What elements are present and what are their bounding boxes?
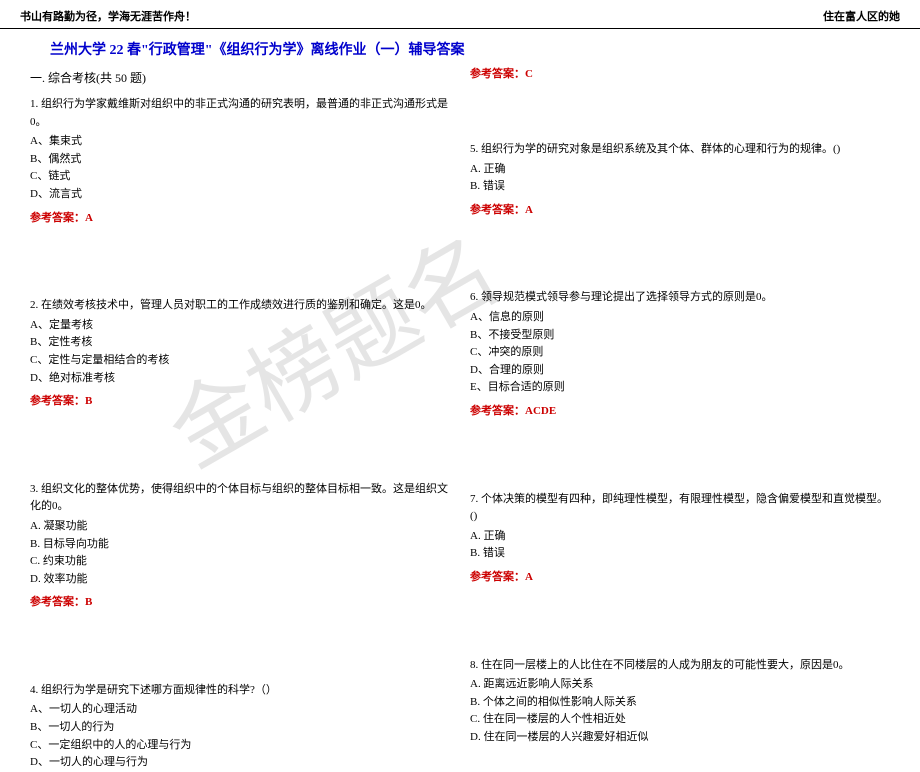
q1-opt-d: D、流言式	[30, 186, 450, 204]
q7-opt-a: A. 正确	[470, 528, 890, 546]
q8-opt-b: B. 个体之间的相似性影响人际关系	[470, 694, 890, 712]
question-2: 2. 在绩效考核技术中，管理人员对职工的工作成绩效进行质的鉴别和确定。这是0。 …	[30, 297, 450, 411]
q7-text: 7. 个体决策的模型有四种，即纯理性模型，有限理性模型，隐含偏爱模型和直觉模型。…	[470, 491, 890, 526]
q3-opt-c: C. 约束功能	[30, 553, 450, 571]
q7-answer: 参考答案：A	[470, 569, 890, 587]
question-6: 6. 领导规范模式领导参与理论提出了选择领导方式的原则是0。 A、信息的原则 B…	[470, 289, 890, 420]
question-1: 1. 组织行为学家戴维斯对组织中的非正式沟通的研究表明，最普通的非正式沟通形式是…	[30, 96, 450, 227]
q8-opt-a: A. 距离远近影响人际关系	[470, 676, 890, 694]
q4-opt-a: A、一切人的心理活动	[30, 701, 450, 719]
q2-opt-a: A、定量考核	[30, 317, 450, 335]
q5-opt-b: B. 错误	[470, 178, 890, 196]
q3-opt-b: B. 目标导向功能	[30, 536, 450, 554]
q3-opt-a: A. 凝聚功能	[30, 518, 450, 536]
q3-opt-d: D. 效率功能	[30, 571, 450, 589]
page-title: 兰州大学 22 春"行政管理"《组织行为学》离线作业（一）辅导答案	[0, 29, 920, 65]
q1-text: 1. 组织行为学家戴维斯对组织中的非正式沟通的研究表明，最普通的非正式沟通形式是…	[30, 96, 450, 131]
q4-opt-d: D、一切人的心理与行为	[30, 754, 450, 772]
q3-answer: 参考答案：B	[30, 594, 450, 612]
header-right: 住在富人区的她	[823, 8, 900, 24]
columns-container: 一. 综合考核(共 50 题) 1. 组织行为学家戴维斯对组织中的非正式沟通的研…	[0, 65, 920, 772]
q2-opt-d: D、绝对标准考核	[30, 370, 450, 388]
q1-opt-b: B、偶然式	[30, 151, 450, 169]
q5-opt-a: A. 正确	[470, 161, 890, 179]
q4-opt-c: C、一定组织中的人的心理与行为	[30, 737, 450, 755]
question-7: 7. 个体决策的模型有四种，即纯理性模型，有限理性模型，隐含偏爱模型和直觉模型。…	[470, 491, 890, 587]
q4-text: 4. 组织行为学是研究下述哪方面规律性的科学?（）	[30, 682, 450, 700]
page-content: 书山有路勤为径，学海无涯苦作舟！ 住在富人区的她 兰州大学 22 春"行政管理"…	[0, 0, 920, 772]
q6-opt-a: A、信息的原则	[470, 309, 890, 327]
q5-text: 5. 组织行为学的研究对象是组织系统及其个体、群体的心理和行为的规律。()	[470, 141, 890, 159]
q6-opt-c: C、冲突的原则	[470, 344, 890, 362]
q2-text: 2. 在绩效考核技术中，管理人员对职工的工作成绩效进行质的鉴别和确定。这是0。	[30, 297, 450, 315]
q5-answer: 参考答案：A	[470, 202, 890, 220]
q6-answer: 参考答案：ACDE	[470, 403, 890, 421]
q1-answer: 参考答案：A	[30, 210, 450, 228]
header-bar: 书山有路勤为径，学海无涯苦作舟！ 住在富人区的她	[0, 0, 920, 29]
q1-opt-c: C、链式	[30, 168, 450, 186]
q4-opt-b: B、一切人的行为	[30, 719, 450, 737]
right-column: 参考答案：C 5. 组织行为学的研究对象是组织系统及其个体、群体的心理和行为的规…	[460, 65, 900, 772]
question-3: 3. 组织文化的整体优势，使得组织中的个体目标与组织的整体目标相一致。这是组织文…	[30, 481, 450, 612]
q2-answer: 参考答案：B	[30, 393, 450, 411]
q6-text: 6. 领导规范模式领导参与理论提出了选择领导方式的原则是0。	[470, 289, 890, 307]
q8-opt-c: C. 住在同一楼层的人个性相近处	[470, 711, 890, 729]
left-column: 一. 综合考核(共 50 题) 1. 组织行为学家戴维斯对组织中的非正式沟通的研…	[20, 65, 460, 772]
header-left: 书山有路勤为径，学海无涯苦作舟！	[20, 8, 196, 24]
q1-opt-a: A、集束式	[30, 133, 450, 151]
q7-opt-b: B. 错误	[470, 545, 890, 563]
question-5: 5. 组织行为学的研究对象是组织系统及其个体、群体的心理和行为的规律。() A.…	[470, 141, 890, 219]
q2-opt-b: B、定性考核	[30, 334, 450, 352]
question-8: 8. 住在同一层楼上的人比住在不同楼层的人成为朋友的可能性要大，原因是0。 A.…	[470, 657, 890, 747]
section-header: 一. 综合考核(共 50 题)	[30, 69, 450, 86]
q6-opt-e: E、目标合适的原则	[470, 379, 890, 397]
q3-text: 3. 组织文化的整体优势，使得组织中的个体目标与组织的整体目标相一致。这是组织文…	[30, 481, 450, 516]
question-4: 4. 组织行为学是研究下述哪方面规律性的科学?（） A、一切人的心理活动 B、一…	[30, 682, 450, 772]
q2-opt-c: C、定性与定量相结合的考核	[30, 352, 450, 370]
q8-text: 8. 住在同一层楼上的人比住在不同楼层的人成为朋友的可能性要大，原因是0。	[470, 657, 890, 675]
q8-opt-d: D. 住在同一楼层的人兴趣爱好相近似	[470, 729, 890, 747]
q6-opt-d: D、合理的原则	[470, 362, 890, 380]
q6-opt-b: B、不接受型原则	[470, 327, 890, 345]
q4-answer: 参考答案：C	[470, 65, 890, 81]
